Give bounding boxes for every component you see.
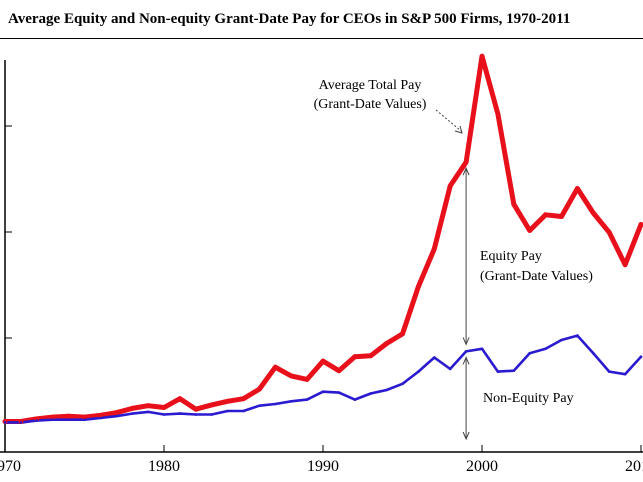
- x-tick-label: 1970: [0, 458, 21, 475]
- data-point-total-pay: [161, 405, 167, 410]
- data-point-non-equity-pay: [639, 355, 643, 359]
- data-points: [2, 53, 643, 424]
- data-point-total-pay: [416, 284, 421, 289]
- data-point-total-pay: [400, 331, 405, 337]
- data-point-total-pay: [98, 413, 103, 418]
- data-point-total-pay: [225, 398, 231, 404]
- data-point-total-pay: [479, 53, 485, 59]
- data-point-total-pay: [511, 201, 517, 207]
- data-point-non-equity-pay: [623, 372, 627, 376]
- data-point-non-equity-pay: [337, 391, 341, 394]
- data-point-non-equity-pay: [512, 369, 516, 373]
- chart-title: Average Equity and Non-equity Grant-Date…: [8, 11, 571, 27]
- data-point-total-pay: [352, 354, 358, 360]
- data-point-non-equity-pay: [321, 390, 325, 394]
- data-point-total-pay: [209, 402, 215, 408]
- annotation-total-pay-line2: (Grant-Date Values): [314, 97, 427, 112]
- data-point-non-equity-pay: [544, 347, 547, 351]
- data-point-total-pay: [272, 364, 278, 370]
- annotation-equity-pay-line2: (Grant-Date Values): [480, 269, 593, 284]
- annotation-equity-pay-line1: Equity Pay: [480, 249, 542, 264]
- data-point-total-pay: [320, 358, 326, 364]
- x-tick-label: 2010: [625, 458, 643, 475]
- data-point-total-pay: [606, 229, 612, 235]
- data-point-total-pay: [384, 341, 389, 346]
- data-point-non-equity-pay: [305, 398, 309, 401]
- data-point-non-equity-pay: [385, 388, 388, 392]
- data-point-total-pay: [590, 210, 596, 216]
- data-point-total-pay: [257, 386, 262, 392]
- data-point-non-equity-pay: [19, 421, 23, 424]
- data-point-non-equity-pay: [258, 404, 261, 408]
- data-point-non-equity-pay: [242, 409, 245, 413]
- data-point-total-pay: [241, 396, 246, 402]
- data-point-non-equity-pay: [464, 350, 468, 353]
- data-point-non-equity-pay: [178, 412, 182, 415]
- annotation-total-pay-line1: Average Total Pay: [319, 78, 422, 93]
- y-axis-ticks: [5, 125, 12, 339]
- data-point-total-pay: [559, 214, 564, 219]
- annotation-arrows: [435, 109, 470, 441]
- x-tick-label: 2000: [466, 458, 498, 475]
- data-point-non-equity-pay: [99, 416, 102, 420]
- data-point-non-equity-pay: [194, 413, 198, 416]
- data-point-total-pay: [113, 410, 119, 416]
- data-point-non-equity-pay: [528, 351, 531, 355]
- data-point-non-equity-pay: [433, 356, 436, 359]
- data-point-non-equity-pay: [448, 367, 452, 371]
- x-tick-label: 1990: [307, 458, 339, 475]
- data-point-total-pay: [82, 414, 87, 420]
- data-point-non-equity-pay: [274, 402, 277, 406]
- data-point-total-pay: [66, 413, 71, 419]
- x-tick-label: 1980: [148, 458, 180, 475]
- data-point-non-equity-pay: [353, 398, 357, 401]
- data-point-total-pay: [463, 159, 469, 165]
- x-axis-ticks: [4, 445, 642, 452]
- data-point-total-pay: [543, 212, 548, 218]
- data-point-total-pay: [622, 262, 628, 268]
- data-point-non-equity-pay: [289, 400, 293, 403]
- data-point-total-pay: [145, 403, 151, 409]
- data-point-non-equity-pay: [162, 413, 166, 416]
- data-point-total-pay: [336, 368, 342, 374]
- data-point-non-equity-pay: [560, 338, 563, 342]
- data-point-non-equity-pay: [417, 370, 420, 373]
- data-point-non-equity-pay: [146, 410, 150, 414]
- data-point-total-pay: [431, 246, 437, 252]
- data-point-non-equity-pay: [607, 370, 611, 373]
- data-point-non-equity-pay: [369, 392, 373, 395]
- data-point-total-pay: [50, 414, 56, 420]
- data-point-non-equity-pay: [480, 347, 484, 351]
- data-point-non-equity-pay: [3, 421, 7, 424]
- data-point-non-equity-pay: [130, 412, 134, 415]
- title-divider: [0, 38, 643, 39]
- data-point-non-equity-pay: [401, 382, 404, 386]
- data-point-total-pay: [368, 353, 374, 359]
- data-point-non-equity-pay: [496, 370, 500, 373]
- data-point-non-equity-pay: [115, 414, 118, 418]
- data-point-total-pay: [129, 406, 135, 411]
- data-point-non-equity-pay: [51, 418, 54, 422]
- data-point-total-pay: [638, 222, 643, 227]
- data-point-non-equity-pay: [83, 418, 86, 422]
- data-point-non-equity-pay: [576, 334, 579, 337]
- data-point-total-pay: [177, 396, 183, 402]
- data-point-total-pay: [34, 416, 40, 422]
- data-point-total-pay: [288, 373, 294, 379]
- data-point-non-equity-pay: [35, 419, 39, 422]
- data-point-total-pay: [304, 377, 310, 382]
- data-point-total-pay: [193, 406, 199, 412]
- data-point-total-pay: [495, 111, 501, 117]
- data-point-total-pay: [575, 186, 580, 191]
- annotation-non-equity-pay: Non-Equity Pay: [483, 391, 574, 406]
- data-point-non-equity-pay: [67, 418, 70, 422]
- data-point-non-equity-pay: [226, 409, 229, 413]
- data-point-non-equity-pay: [210, 413, 213, 416]
- data-point-non-equity-pay: [592, 351, 595, 355]
- data-point-total-pay: [527, 228, 533, 233]
- total-pay-leader: [435, 109, 462, 132]
- data-point-total-pay: [447, 183, 453, 189]
- x-axis-tick-labels: 1970 1980 1990 2000 2010: [0, 458, 643, 475]
